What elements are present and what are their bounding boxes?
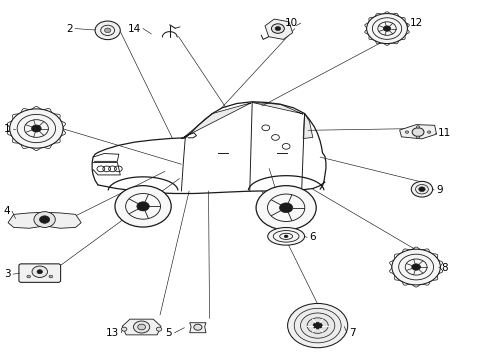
Polygon shape: [8, 212, 81, 228]
Circle shape: [416, 126, 419, 128]
Polygon shape: [181, 103, 251, 139]
Text: 2: 2: [66, 24, 73, 34]
Polygon shape: [302, 114, 312, 139]
Text: 8: 8: [440, 263, 447, 273]
Circle shape: [136, 202, 149, 211]
Circle shape: [32, 266, 47, 277]
Circle shape: [366, 14, 407, 44]
Circle shape: [115, 186, 171, 227]
Circle shape: [405, 131, 408, 133]
Polygon shape: [122, 319, 161, 335]
Text: 6: 6: [309, 232, 316, 242]
Circle shape: [300, 313, 334, 338]
Circle shape: [411, 128, 423, 136]
Polygon shape: [189, 323, 206, 333]
Circle shape: [271, 24, 284, 33]
Circle shape: [34, 212, 55, 227]
Circle shape: [194, 324, 201, 330]
Circle shape: [274, 26, 280, 31]
Circle shape: [37, 270, 43, 274]
Circle shape: [256, 186, 316, 230]
Text: 9: 9: [436, 185, 442, 195]
Polygon shape: [264, 19, 292, 39]
Circle shape: [49, 275, 53, 278]
Circle shape: [95, 21, 120, 40]
Circle shape: [415, 185, 427, 194]
Circle shape: [40, 216, 49, 223]
Circle shape: [137, 324, 145, 330]
Circle shape: [411, 264, 420, 270]
Circle shape: [104, 28, 110, 32]
Polygon shape: [399, 125, 436, 139]
Circle shape: [306, 318, 328, 333]
Circle shape: [10, 109, 63, 148]
Text: 11: 11: [437, 128, 450, 138]
Polygon shape: [252, 102, 302, 114]
Polygon shape: [182, 114, 220, 139]
FancyBboxPatch shape: [19, 264, 60, 282]
Circle shape: [410, 181, 432, 197]
Text: 1: 1: [4, 124, 11, 134]
Circle shape: [294, 308, 340, 343]
Circle shape: [283, 235, 288, 238]
Circle shape: [416, 136, 419, 139]
Circle shape: [156, 327, 162, 331]
Text: 12: 12: [409, 18, 422, 28]
Circle shape: [121, 327, 127, 331]
Text: 10: 10: [285, 18, 298, 28]
Circle shape: [313, 322, 321, 329]
Ellipse shape: [267, 227, 304, 245]
Circle shape: [133, 321, 150, 333]
Text: 14: 14: [127, 24, 140, 34]
Text: 4: 4: [3, 206, 10, 216]
Circle shape: [418, 187, 424, 192]
Circle shape: [27, 275, 30, 278]
Text: 13: 13: [106, 328, 119, 338]
Text: 5: 5: [165, 328, 172, 338]
Text: 3: 3: [4, 269, 11, 279]
Circle shape: [426, 131, 430, 133]
Circle shape: [279, 203, 292, 213]
Circle shape: [391, 249, 439, 285]
Circle shape: [31, 125, 41, 132]
Text: 7: 7: [348, 328, 355, 338]
Circle shape: [287, 303, 347, 348]
Circle shape: [382, 26, 390, 31]
